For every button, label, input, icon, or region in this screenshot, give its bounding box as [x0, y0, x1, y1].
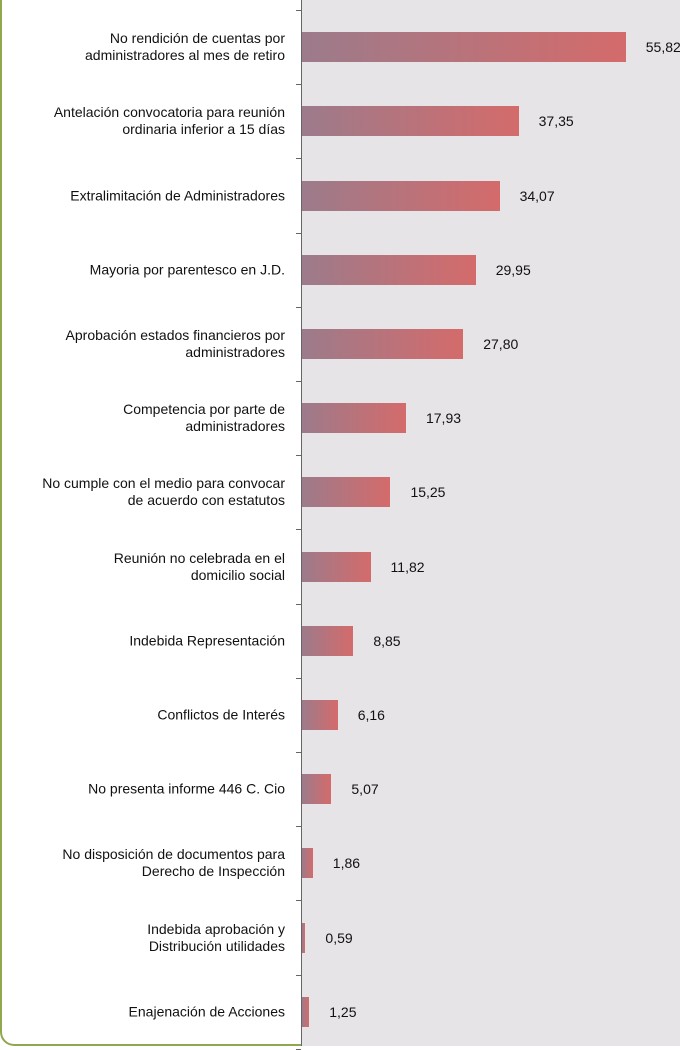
- value-label: 27,80: [483, 335, 519, 352]
- category-label: No rendición de cuentas por administrado…: [85, 30, 285, 64]
- value-label: 55,82: [645, 39, 680, 56]
- value-label: 11,82: [390, 558, 425, 575]
- bar: [302, 551, 371, 582]
- bar: [302, 254, 476, 285]
- category-label: Competencia por parte de administradores: [123, 401, 285, 435]
- value-label: 1,86: [332, 855, 361, 872]
- bar: [302, 328, 464, 359]
- category-label: Enajenación de Acciones: [128, 1003, 285, 1020]
- category-tick: [296, 752, 301, 753]
- category-tick: [296, 306, 301, 308]
- bar: [302, 996, 310, 1027]
- category-tick: [296, 10, 301, 11]
- bar: [302, 699, 338, 730]
- bar: [302, 625, 354, 656]
- value-label: 37,35: [538, 113, 574, 130]
- value-label: 34,07: [519, 187, 555, 204]
- value-label: 8,85: [373, 632, 401, 649]
- category-tick: [296, 677, 301, 679]
- value-label: 17,93: [425, 410, 462, 427]
- category-label: No presenta informe 446 C. Cio: [88, 780, 285, 797]
- category-tick: [296, 158, 301, 160]
- bar: [302, 922, 306, 953]
- category-label: Conflictos de Interés: [157, 706, 285, 723]
- value-label: 5,07: [351, 781, 379, 798]
- category-tick: [296, 232, 301, 234]
- value-label: 6,16: [357, 706, 385, 723]
- plot-area: [301, 0, 680, 1046]
- category-label: Aprobación estados financieros por admin…: [65, 326, 285, 360]
- value-label: 15,25: [410, 484, 446, 501]
- category-label: Antelación convocatoria para reunión ord…: [53, 104, 285, 138]
- category-tick: [296, 603, 301, 605]
- value-label: 0,59: [325, 929, 353, 946]
- bar: [302, 106, 519, 137]
- category-tick: [296, 455, 301, 457]
- category-tick: [296, 381, 301, 382]
- category-label: No disposición de documentos para Derech…: [62, 846, 285, 880]
- category-label: No cumple con el medio para convocar de …: [42, 475, 285, 509]
- category-label: Extralimitación de Administradores: [70, 187, 285, 203]
- category-tick: [296, 84, 301, 86]
- category-tick: [296, 826, 301, 828]
- category-label: Reunión no celebrada en el domicilio soc…: [113, 549, 285, 583]
- bar: [302, 774, 332, 805]
- bar: [302, 848, 313, 879]
- bar: [302, 32, 626, 63]
- category-label: Mayoria por parentesco en J.D.: [89, 261, 285, 278]
- category-tick: [296, 900, 301, 902]
- bar: [302, 180, 500, 211]
- category-tick: [296, 529, 301, 531]
- bar: [302, 477, 391, 508]
- value-label: 29,95: [495, 261, 531, 278]
- category-label: Indebida Representación: [129, 632, 285, 649]
- bar: [302, 403, 406, 434]
- category-label: Indebida aprobación y Distribución utili…: [147, 920, 285, 954]
- category-tick: [296, 974, 301, 976]
- value-label: 1,25: [329, 1003, 357, 1020]
